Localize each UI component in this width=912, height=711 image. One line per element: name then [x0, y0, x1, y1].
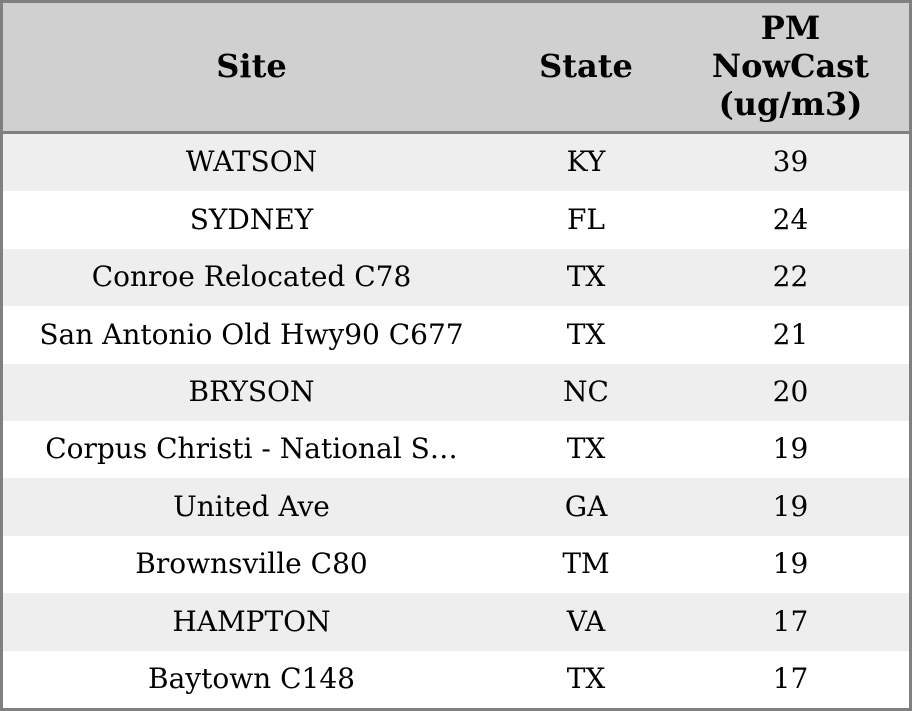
value-cell: 21: [772, 319, 809, 351]
table-row: Brownsville C80 TM 19: [3, 535, 909, 594]
table-row: San Antonio Old Hwy90 C677 TX 21: [3, 306, 909, 364]
site-cell: Corpus Christi - National S…: [45, 434, 458, 466]
value-cell: 17: [772, 606, 809, 638]
column-header-site: Site: [216, 47, 287, 86]
site-cell: BRYSON: [188, 376, 315, 408]
state-cell: TX: [566, 663, 606, 695]
value-cell: 19: [772, 434, 809, 466]
table-row: Corpus Christi - National S… TX 19: [3, 421, 909, 479]
state-cell: VA: [566, 606, 606, 638]
table-row: Conroe Relocated C78 TX 22: [3, 248, 909, 307]
state-cell: TX: [566, 434, 606, 466]
table-header-row: Site State PM NowCast (ug/m3): [3, 3, 909, 134]
site-cell: HAMPTON: [172, 606, 331, 638]
value-cell: 24: [772, 204, 809, 236]
value-cell: 39: [772, 147, 809, 179]
column-header-pm-nowcast: PM NowCast (ug/m3): [672, 9, 909, 123]
table-row: SYDNEY FL 24: [3, 191, 909, 249]
table-row: Baytown C148 TX 17: [3, 650, 909, 709]
site-cell: WATSON: [185, 147, 318, 179]
state-cell: KY: [566, 147, 606, 179]
value-cell: 20: [772, 376, 809, 408]
site-cell: United Ave: [173, 491, 330, 523]
state-cell: NC: [563, 376, 609, 408]
table-body: WATSON KY 39 SYDNEY FL 24 Conroe Relocat…: [3, 134, 909, 709]
table-row: United Ave GA 19: [3, 478, 909, 536]
site-cell: Conroe Relocated C78: [91, 262, 412, 293]
state-cell: TX: [566, 262, 606, 293]
value-cell: 19: [772, 491, 809, 523]
value-cell: 22: [772, 262, 809, 293]
table-row: HAMPTON VA 17: [3, 593, 909, 651]
column-header-pm-nowcast-label: PM NowCast (ug/m3): [711, 9, 870, 123]
state-cell: GA: [564, 491, 608, 523]
value-cell: 17: [772, 663, 809, 695]
state-cell: TX: [566, 319, 606, 351]
site-cell: SYDNEY: [189, 204, 314, 236]
state-cell: TM: [562, 549, 610, 580]
site-cell: San Antonio Old Hwy90 C677: [39, 319, 464, 351]
site-cell: Brownsville C80: [135, 549, 368, 580]
column-header-state: State: [539, 47, 633, 86]
site-cell: Baytown C148: [148, 663, 355, 695]
table-row: WATSON KY 39: [3, 134, 909, 192]
value-cell: 19: [772, 549, 809, 580]
table-row: BRYSON NC 20: [3, 363, 909, 422]
state-cell: FL: [566, 204, 606, 236]
